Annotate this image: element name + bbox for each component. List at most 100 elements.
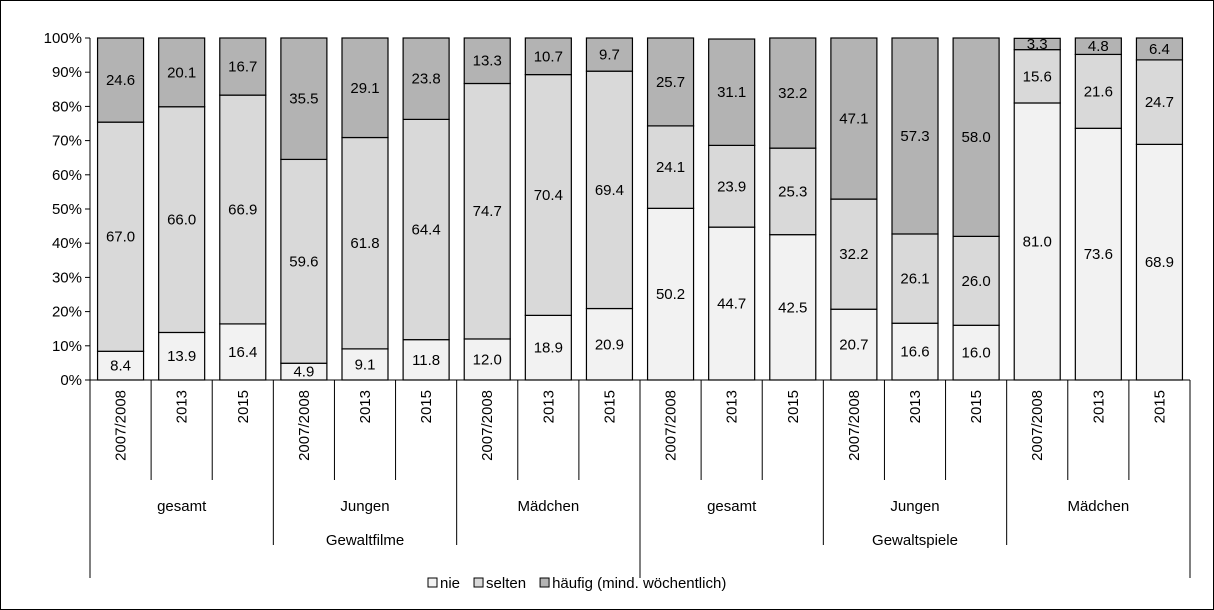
bar-segment-häufig [96,37,145,123]
data-label: 68.9 [1145,254,1174,271]
y-tick-label: 30% [52,269,82,286]
data-label: 47.1 [839,111,868,128]
bar-segment-nie [891,322,939,381]
data-label: 74.7 [473,203,502,220]
data-label: 23.9 [717,178,746,195]
data-label: 6.4 [1149,41,1170,58]
data-label: 24.1 [656,159,685,176]
x-axis: 2007/2008 2013 2015 2007/2008 2013 2015 2007/2… [89,379,1191,578]
data-label: 32.2 [778,85,807,102]
bar-segment-nie [830,308,878,381]
bar-segment-selten [463,82,511,340]
bar-segment-selten [1013,49,1061,104]
x-subgroup-label: Mädchen [1067,498,1129,515]
data-label: 32.2 [839,246,868,263]
data-label: 44.7 [717,296,746,313]
x-subgroup-label: Mädchen [517,498,579,515]
y-axis: 0% 10% 20% 30% 40% 50% 60% 70% 80% 90% 100% [44,30,91,389]
data-label: 58.0 [962,129,991,146]
data-label: 26.0 [962,273,991,290]
bar-segment-häufig [769,37,817,149]
x-tick-label: 2015 [601,390,618,423]
bar-segment-selten [402,118,450,341]
y-tick-label: 80% [52,98,82,115]
data-label: 25.3 [778,183,807,200]
bar-segment-nie [646,207,695,381]
x-tick-label: 2013 [1090,390,1107,423]
data-label: 13.9 [167,348,196,365]
bar-segment-nie [769,234,817,381]
bar-segment-häufig [402,37,450,120]
data-label: 59.6 [289,253,318,270]
x-tick-label: 2015 [968,390,985,423]
y-tick-label: 50% [52,201,82,218]
data-label: 24.7 [1145,94,1174,111]
y-tick-label: 70% [52,133,82,150]
bar-segment-selten [708,144,756,228]
bar-segment-nie [219,323,267,381]
bar-segment-häufig [585,37,634,72]
data-label: 3.3 [1027,36,1048,53]
bar-segment-nie [524,314,572,381]
data-label: 15.6 [1023,68,1052,85]
data-label: 16.6 [900,344,929,361]
x-tick-label: 2007/2008 [296,390,313,461]
data-label: 69.4 [595,182,624,199]
data-label: 23.8 [412,71,441,88]
data-label: 21.6 [1084,83,1113,100]
x-tick-label: 2013 [357,390,374,423]
data-label: 66.0 [167,212,196,229]
x-tick-label: 2013 [907,390,924,423]
data-label: 42.5 [778,299,807,316]
data-label: 20.9 [595,336,624,353]
y-tick-label: 60% [52,167,82,184]
data-label: 73.6 [1084,246,1113,263]
bar-segment-selten [769,147,817,236]
bar-segment-häufig [1074,37,1122,56]
data-label: 24.6 [106,72,135,89]
data-label: 12.0 [473,351,502,368]
bar-segment-selten [646,125,695,209]
x-tick-label: 2015 [235,390,252,423]
x-tick-label: 2015 [418,390,435,423]
y-tick-label: 40% [52,235,82,252]
data-label: 67.0 [106,229,135,246]
data-label: 20.7 [839,337,868,354]
y-tick-label: 20% [52,304,82,321]
data-label: 57.3 [900,128,929,145]
bar-segment-nie [1135,143,1184,381]
bar-segment-selten [830,198,878,310]
legend-label: selten [486,575,526,592]
legend-swatch [473,577,484,588]
data-label: 4.8 [1088,38,1109,55]
legend-label: häufig (mind. wöchentlich) [552,575,726,592]
data-label: 10.7 [534,48,563,65]
x-tick-label: 2013 [724,390,741,423]
legend-label: nie [440,575,460,592]
y-tick-label: 0% [60,372,82,389]
data-label: 9.7 [599,47,620,64]
x-subgroup-label: Jungen [890,498,939,515]
bar-segment-häufig [830,37,878,200]
bar-segment-häufig [952,37,1000,237]
x-tick-label: 2007/2008 [663,390,680,461]
data-label: 70.4 [534,187,563,204]
bar-segment-selten [1135,59,1184,145]
x-subgroup-label: gesamt [707,498,757,515]
bar-segment-häufig [1013,37,1061,51]
data-label: 16.4 [228,344,257,361]
y-tick-label: 90% [52,64,82,81]
bar-segment-häufig [158,37,206,108]
data-label: 81.0 [1023,233,1052,250]
y-tick-label: 10% [52,338,82,355]
bar-segment-nie [1013,102,1061,381]
data-label: 20.1 [167,64,196,81]
bar-segment-selten [158,106,206,334]
data-label: 9.1 [355,356,376,373]
bar-segment-häufig [280,37,328,161]
bars: 8.4 67.0 24.6 13.9 66.0 20.1 16.4 66.9 16.7 4.9 59… [96,36,1184,381]
bar-segment-häufig [341,37,389,139]
legend-swatch [539,577,550,588]
data-label: 16.0 [962,345,991,362]
